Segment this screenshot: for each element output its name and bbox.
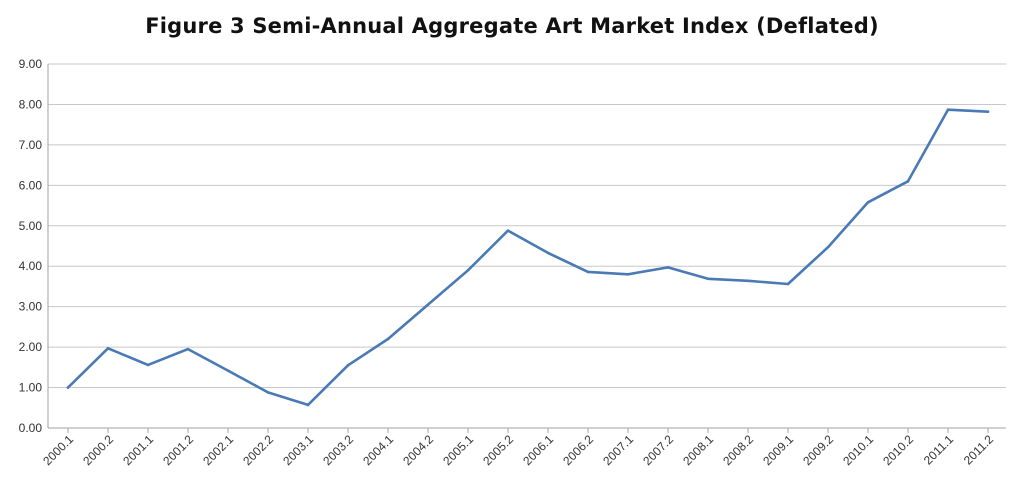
x-tick-label: 2003.1 [280, 432, 316, 468]
y-tick-label: 1.00 [19, 381, 43, 395]
data-point [866, 201, 870, 204]
x-tick-label: 2008.1 [680, 432, 716, 468]
x-tick-label: 2006.1 [520, 432, 556, 468]
y-tick-label: 2.00 [19, 340, 43, 354]
series-line [66, 108, 990, 407]
x-tick-label: 2007.2 [640, 432, 676, 468]
data-point [386, 337, 390, 341]
x-tick-label: 2003.2 [320, 432, 356, 468]
y-tick-label: 8.00 [19, 97, 43, 111]
x-tick-label: 2004.1 [360, 432, 396, 468]
y-tick-label: 6.00 [19, 178, 43, 192]
data-point [66, 386, 70, 389]
y-tick-label: 5.00 [19, 219, 43, 233]
data-point [226, 369, 230, 372]
x-tick-label: 2004.2 [400, 432, 436, 468]
y-tick-label: 7.00 [19, 138, 43, 152]
axes [47, 64, 1006, 433]
x-tick-label: 2009.1 [760, 432, 796, 468]
x-tick-label: 2005.1 [440, 432, 476, 468]
data-point [106, 347, 110, 350]
x-tick-label: 2001.2 [160, 432, 196, 468]
x-tick-label: 2005.2 [480, 432, 516, 468]
x-tick-label: 2011.2 [961, 432, 996, 467]
x-tick-label: 2010.2 [880, 432, 916, 468]
data-point [906, 179, 910, 183]
gridlines [48, 63, 1006, 389]
x-tick-label: 2011.1 [921, 432, 956, 467]
x-tick-label: 2006.2 [560, 432, 596, 468]
data-point [826, 245, 830, 249]
y-tick-label: 4.00 [19, 259, 43, 273]
x-tick-labels: 2000.1 2000.2 2001.1 2001.2 2002.1 2002.2 2003… [40, 432, 996, 468]
x-tick-label: 2010.1 [840, 432, 876, 468]
x-tick-label: 2009.2 [800, 432, 836, 468]
data-point [586, 270, 590, 274]
data-point [946, 108, 950, 112]
data-point [186, 347, 190, 351]
data-point [266, 391, 270, 394]
x-tick-label: 2002.1 [200, 432, 236, 468]
x-tick-label: 2008.2 [720, 432, 756, 468]
data-point [466, 268, 470, 272]
data-point [986, 110, 990, 114]
y-tick-label: 9.00 [19, 57, 43, 71]
data-point [626, 273, 630, 276]
data-point [426, 303, 430, 306]
data-point [306, 403, 310, 407]
data-point [666, 266, 670, 269]
x-tick-label: 2002.2 [240, 432, 276, 468]
data-point [146, 363, 150, 367]
y-tick-labels: 0.00 1.00 2.00 3.00 4.00 5.00 6.00 7.00 8.00 9.00 [19, 57, 43, 435]
data-point [346, 364, 350, 367]
x-tick-label: 2000.1 [40, 432, 76, 468]
series-layer [66, 108, 990, 407]
data-point [546, 251, 550, 255]
data-point [786, 282, 790, 286]
data-point [506, 229, 510, 232]
y-tick-label: 3.00 [19, 300, 43, 314]
chart-title: Figure 3 Semi-Annual Aggregate Art Marke… [145, 14, 879, 38]
x-tick-label: 2000.2 [80, 432, 116, 468]
x-tick-label: 2007.1 [600, 432, 636, 468]
data-point [746, 279, 750, 283]
x-tick-label: 2001.1 [120, 432, 156, 468]
y-tick-label: 0.00 [19, 421, 43, 435]
data-point [706, 277, 710, 281]
